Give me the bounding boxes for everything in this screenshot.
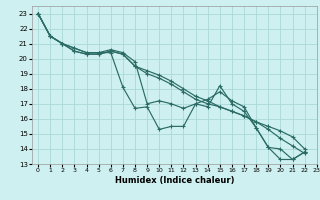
X-axis label: Humidex (Indice chaleur): Humidex (Indice chaleur): [115, 176, 234, 185]
